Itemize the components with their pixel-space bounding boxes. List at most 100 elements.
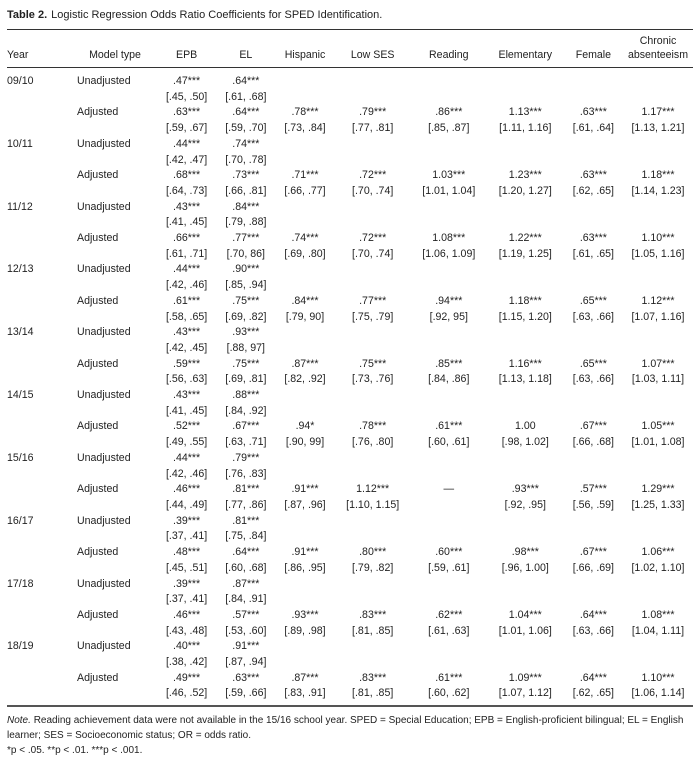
confidence-interval-cell: [1.15, 1.20] [498, 310, 552, 323]
table-row: 09/10 Unadjusted .47*** .64*** [7, 68, 693, 90]
odds-ratio-cell: .72*** [359, 232, 387, 245]
odds-ratio-cell: 1.10*** [641, 232, 675, 245]
empty-cell [487, 577, 564, 593]
empty-cell [411, 262, 487, 278]
empty-cell [487, 153, 564, 169]
confidence-interval-cell: [.42, .45] [165, 341, 208, 354]
empty-cell [564, 529, 623, 545]
model-type-cell: Unadjusted [77, 389, 131, 402]
confidence-interval-cell: [.41, .45] [165, 404, 208, 417]
confidence-interval-cell: [.92, 95] [429, 310, 468, 323]
table-caption: Table 2. Logistic Regression Odds Ratio C… [7, 7, 693, 23]
confidence-interval-cell: [.89, .98] [284, 624, 326, 637]
empty-cell [7, 310, 73, 326]
odds-ratio-cell: .75*** [232, 294, 260, 307]
empty-cell [564, 388, 623, 404]
empty-cell [7, 294, 73, 310]
confidence-interval-cell: [1.02, 1.10] [631, 561, 685, 574]
odds-ratio-cell: .85*** [435, 357, 463, 370]
confidence-interval-cell [411, 498, 487, 514]
table-row: Adjusted .63*** .64*** .78*** .79*** .86*** 1.… [7, 105, 693, 121]
confidence-interval-cell: [.56, .59] [572, 498, 614, 511]
empty-cell [7, 482, 73, 498]
confidence-interval-cell: [.85, .87] [428, 122, 470, 135]
empty-cell [73, 121, 157, 137]
empty-cell [411, 153, 487, 169]
confidence-interval-cell: [.61, .63] [428, 624, 470, 637]
confidence-interval-cell: [.77, .86] [225, 498, 267, 511]
odds-ratio-cell: 1.18*** [508, 294, 542, 307]
year-cell: 10/11 [7, 137, 33, 150]
empty-cell [623, 153, 693, 169]
confidence-interval-cell: [1.11, 1.16] [499, 122, 552, 135]
empty-cell [275, 341, 334, 357]
empty-cell [564, 404, 623, 420]
empty-cell [73, 215, 157, 231]
confidence-interval-cell: [1.06, 1.14] [623, 686, 693, 708]
confidence-interval-cell: [.62, .65] [572, 184, 614, 197]
confidence-interval-cell: [.82, .92] [284, 373, 326, 386]
odds-ratio-cell: 1.04*** [508, 608, 542, 621]
confidence-interval-cell: [1.07, 1.16] [631, 310, 685, 323]
empty-cell [275, 529, 334, 545]
empty-cell [275, 514, 334, 530]
odds-ratio-cell: .84*** [291, 294, 319, 307]
top-rule [7, 29, 693, 30]
empty-cell [275, 451, 334, 467]
table-row: [.42, .47] [.70, .78] [7, 153, 693, 169]
empty-cell [73, 310, 157, 326]
empty-cell [487, 529, 564, 545]
table-row: Adjusted .49*** .63*** .87*** .83*** .61*** 1.… [7, 671, 693, 687]
confidence-interval-cell: [.45, .50] [165, 90, 208, 103]
table-row: [.37, .41] [.84, .91] [7, 592, 693, 608]
confidence-interval-cell: [.46, .52] [157, 686, 217, 708]
confidence-interval-cell: [.81, .85] [334, 686, 411, 708]
column-header: Elementary [486, 30, 564, 68]
odds-ratio-cell: .93*** [232, 326, 260, 339]
model-type-cell: Adjusted [77, 106, 119, 119]
empty-cell [335, 215, 411, 231]
odds-ratio-cell: .67*** [232, 420, 260, 433]
column-header: Reading [410, 30, 487, 68]
model-type-cell: Unadjusted [77, 200, 131, 213]
empty-cell [564, 200, 623, 216]
empty-cell [623, 514, 693, 530]
table-row: Adjusted .46*** .81*** .91*** 1.12*** — .93***… [7, 482, 693, 498]
odds-ratio-cell: .47*** [173, 75, 201, 87]
column-header: Low SES [334, 30, 411, 68]
odds-ratio-cell: 1.03*** [432, 169, 466, 182]
odds-ratio-cell: .64*** [232, 75, 260, 87]
odds-ratio-cell: .93*** [291, 608, 319, 621]
empty-cell [487, 215, 564, 231]
table-row: Adjusted .68*** .73*** .71*** .72*** 1.03*** 1… [7, 168, 693, 184]
empty-cell [275, 592, 334, 608]
confidence-interval-cell: [.79, 90] [285, 310, 325, 323]
table-title: Logistic Regression Odds Ratio Coefficie… [51, 9, 383, 21]
empty-cell [335, 451, 411, 467]
empty-cell [73, 435, 157, 451]
empty-cell [335, 153, 411, 169]
empty-cell [275, 325, 334, 341]
empty-cell [7, 545, 73, 561]
empty-cell [275, 137, 334, 153]
empty-cell [623, 467, 693, 483]
column-header: EPB [157, 30, 217, 68]
confidence-interval-cell: [.79, .88] [225, 216, 267, 229]
confidence-interval-cell: [.60, .68] [225, 561, 267, 574]
year-cell: 15/16 [7, 451, 34, 464]
empty-cell [73, 247, 157, 263]
empty-cell [7, 372, 73, 388]
confidence-interval-cell: [.61, .65] [572, 247, 614, 260]
table-row: [.46, .52] [.59, .66] [.83, .91] [.81, .85]… [7, 686, 693, 708]
confidence-interval-cell: [.63, .66] [572, 624, 614, 637]
empty-cell [7, 419, 73, 435]
empty-cell [623, 68, 693, 90]
empty-cell [411, 404, 487, 420]
empty-cell [275, 639, 334, 655]
model-type-cell: Adjusted [77, 169, 119, 182]
empty-cell [564, 325, 623, 341]
empty-cell [7, 153, 73, 169]
empty-cell [411, 514, 487, 530]
table-row: [.43, .48] [.53, .60] [.89, .98] [.81, .85]… [7, 624, 693, 640]
odds-ratio-cell: — [443, 483, 455, 496]
